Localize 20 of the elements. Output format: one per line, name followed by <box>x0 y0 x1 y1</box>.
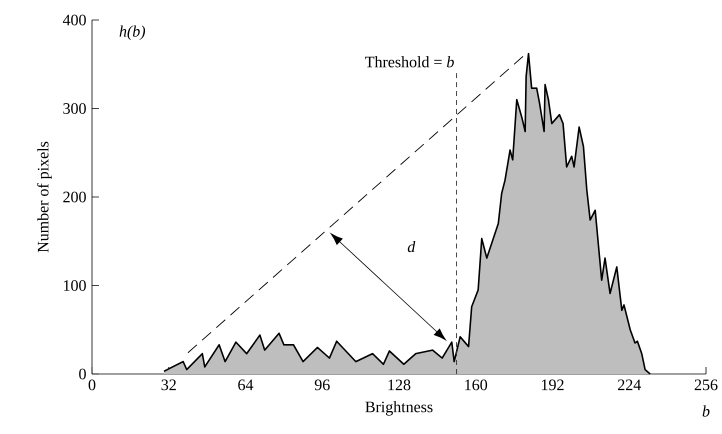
y-axis-title: Number of pixels <box>37 142 52 252</box>
y-tick-label: 200 <box>63 192 86 202</box>
x-axis-title: Brightness <box>365 401 433 416</box>
y-tick-label: 300 <box>63 103 86 114</box>
x-tick-label: 256 <box>694 380 718 390</box>
y-tick-label: 0 <box>79 368 86 380</box>
ref-line-label: Threshold = b <box>365 56 454 68</box>
x-tick-label: 160 <box>465 380 488 390</box>
text: b <box>702 405 710 417</box>
x-tick-label: 0 <box>88 380 96 390</box>
x-tick-label: 128 <box>388 380 410 390</box>
annotation: d <box>408 240 416 252</box>
x-tick-label: 192 <box>542 380 564 390</box>
x-tick-label: 96 <box>314 380 330 390</box>
x-tick-label: 32 <box>162 380 176 390</box>
x-tick-label: 224 <box>618 380 641 390</box>
x-tick-label: 64 <box>238 380 254 390</box>
annotation: h(b) <box>120 26 146 40</box>
y-tick-label: 400 <box>62 14 86 26</box>
y-tick-label: 100 <box>64 280 86 291</box>
